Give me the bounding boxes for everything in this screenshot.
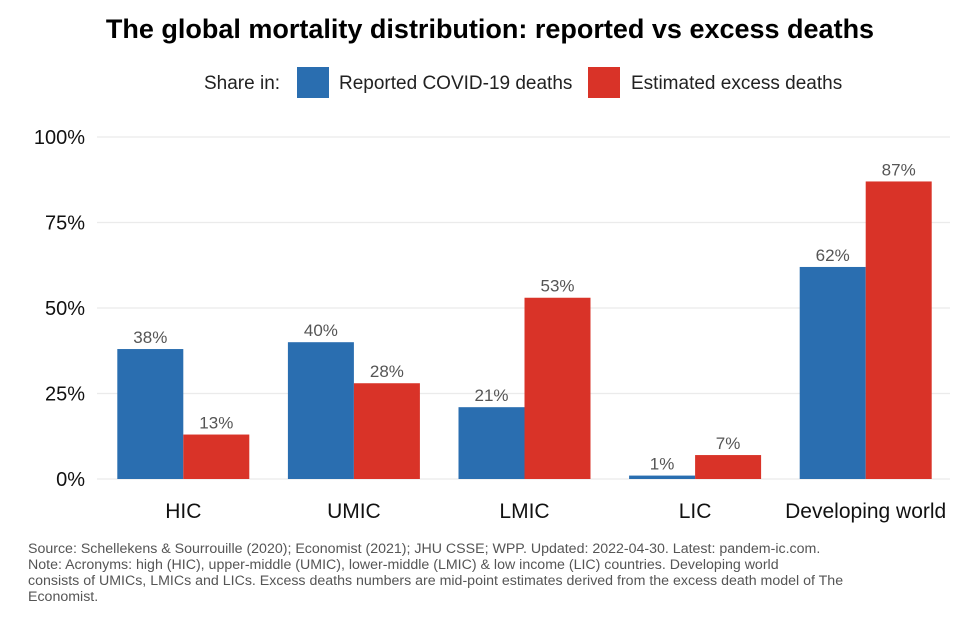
caption-note: Note: Acronyms: high (HIC), upper-middle… — [28, 557, 779, 573]
data-label: 7% — [716, 434, 741, 453]
bar-excess — [183, 434, 250, 479]
bar-reported — [799, 266, 866, 479]
caption-note-end: Economist. — [28, 589, 99, 605]
x-tick-label: HIC — [165, 500, 201, 523]
caption-source: Source: Schellekens & Sourrouille (2020)… — [28, 541, 821, 557]
y-tick-label: 0% — [56, 469, 85, 491]
y-tick-label: 25% — [45, 384, 85, 406]
bar-excess — [695, 455, 762, 479]
bar-reported — [458, 407, 525, 479]
chart-title: The global mortality distribution: repor… — [105, 14, 875, 44]
y-tick-label: 75% — [45, 213, 85, 235]
bar-chart: 0% 25% 50% 75% 100% 38% 13% HIC 40% 28% UMIC 21% 53%… — [34, 127, 950, 523]
bar-reported — [117, 349, 184, 479]
bar-reported — [629, 475, 696, 479]
bar-excess — [524, 297, 591, 479]
y-tick-label: 50% — [45, 298, 85, 320]
data-label: 62% — [816, 246, 850, 265]
data-label: 87% — [882, 160, 916, 179]
data-label: 53% — [540, 277, 574, 296]
data-label: 28% — [370, 362, 404, 381]
x-tick-label: LMIC — [499, 500, 549, 523]
bar-excess — [865, 181, 932, 479]
data-label: 40% — [304, 321, 338, 340]
data-label: 38% — [133, 328, 167, 347]
bar-excess — [353, 383, 420, 479]
legend-title: Share in: — [204, 73, 281, 94]
legend-swatch-reported — [297, 67, 329, 98]
data-label: 13% — [199, 414, 233, 433]
legend: Share in: Reported COVID-19 deaths Estim… — [0, 66, 980, 98]
data-label: 21% — [474, 386, 508, 405]
x-tick-label: Developing world — [785, 500, 946, 523]
chart-caption: Source: Schellekens & Sourrouille (2020)… — [28, 541, 958, 605]
data-label: 1% — [650, 455, 675, 474]
legend-swatch-excess — [588, 67, 620, 98]
caption-note-cont: consists of UMICs, LMICs and LICs. Exces… — [28, 573, 844, 589]
legend-label-reported: Reported COVID-19 deaths — [339, 73, 573, 94]
x-tick-label: LIC — [679, 500, 712, 523]
legend-label-excess: Estimated excess deaths — [631, 73, 843, 94]
bar-reported — [287, 342, 354, 479]
y-tick-label: 100% — [34, 127, 85, 149]
x-tick-label: UMIC — [327, 500, 381, 523]
